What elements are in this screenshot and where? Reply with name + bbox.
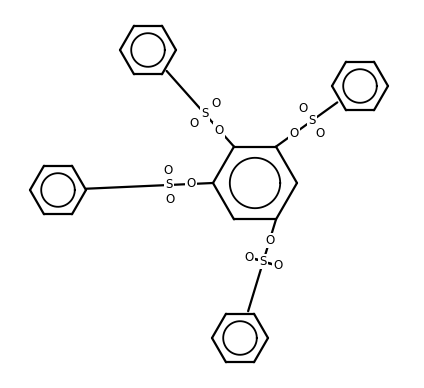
Text: O: O	[189, 117, 198, 130]
Text: S: S	[165, 178, 173, 192]
Text: S: S	[201, 107, 209, 120]
Text: O: O	[215, 124, 224, 137]
Text: O: O	[289, 127, 298, 140]
Text: S: S	[259, 255, 267, 268]
Text: O: O	[316, 126, 325, 140]
Text: O: O	[165, 194, 174, 206]
Text: O: O	[273, 259, 282, 272]
Text: O: O	[187, 177, 195, 191]
Text: S: S	[308, 114, 315, 127]
Text: O: O	[164, 163, 173, 177]
Text: O: O	[265, 234, 274, 247]
Text: O: O	[244, 251, 254, 263]
Text: O: O	[211, 97, 220, 110]
Text: O: O	[298, 102, 307, 115]
